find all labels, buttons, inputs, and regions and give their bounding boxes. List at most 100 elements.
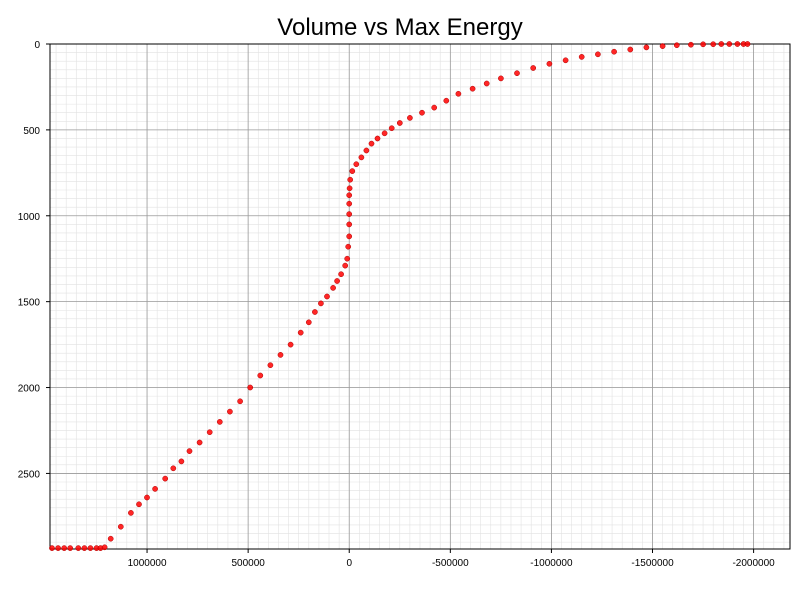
data-point bbox=[186, 448, 193, 454]
data-point bbox=[49, 545, 55, 551]
x-tick-label: 0 bbox=[346, 558, 352, 569]
data-point bbox=[152, 486, 158, 492]
data-point bbox=[237, 398, 243, 405]
x-tick-label: -500000 bbox=[432, 558, 469, 569]
data-point bbox=[388, 125, 395, 132]
data-point bbox=[267, 362, 274, 369]
data-point bbox=[67, 545, 74, 551]
data-point bbox=[346, 211, 353, 217]
data-point bbox=[216, 419, 223, 425]
y-tick-label: 2000 bbox=[18, 384, 41, 395]
data-point bbox=[107, 535, 114, 542]
data-point bbox=[247, 384, 254, 391]
data-point bbox=[483, 80, 490, 87]
data-point bbox=[61, 545, 68, 551]
data-point bbox=[659, 43, 666, 49]
data-point bbox=[374, 135, 381, 142]
data-point bbox=[297, 329, 304, 336]
data-point bbox=[346, 185, 353, 192]
data-point bbox=[305, 319, 312, 326]
data-point bbox=[346, 192, 353, 199]
data-point bbox=[718, 41, 725, 47]
data-point bbox=[345, 243, 352, 250]
x-axis-ticks: 1000000 500000 0 -500000 -1000000 -1500000 -20… bbox=[128, 549, 775, 569]
data-point bbox=[514, 70, 520, 77]
data-point bbox=[162, 475, 169, 482]
data-point bbox=[578, 54, 585, 60]
data-point bbox=[381, 130, 388, 137]
data-point bbox=[128, 510, 134, 516]
plot-area-frame bbox=[49, 43, 791, 550]
data-point bbox=[342, 262, 349, 269]
data-point bbox=[227, 408, 233, 415]
data-point bbox=[196, 439, 203, 446]
data-point bbox=[396, 120, 403, 126]
data-point bbox=[443, 97, 450, 104]
data-point bbox=[136, 501, 142, 508]
data-point bbox=[346, 221, 353, 228]
data-point bbox=[358, 154, 365, 161]
data-point bbox=[334, 278, 340, 284]
x-tick-label: -2000000 bbox=[732, 558, 775, 569]
data-point bbox=[431, 104, 438, 111]
x-tick-label: 1000000 bbox=[128, 558, 167, 569]
data-point bbox=[75, 545, 82, 551]
data-point bbox=[643, 44, 650, 51]
data-point bbox=[324, 293, 330, 300]
data-point bbox=[688, 41, 694, 48]
data-point bbox=[178, 458, 185, 465]
data-point bbox=[117, 523, 124, 530]
data-point bbox=[101, 544, 108, 551]
chart-title: Volume vs Max Energy bbox=[277, 14, 522, 41]
data-point bbox=[455, 90, 462, 97]
x-tick-label: -1000000 bbox=[530, 558, 573, 569]
data-point bbox=[144, 494, 150, 501]
data-point bbox=[330, 285, 336, 291]
data-point bbox=[349, 168, 356, 174]
data-point bbox=[257, 372, 264, 379]
data-point bbox=[546, 60, 553, 67]
data-point bbox=[726, 41, 733, 47]
data-point bbox=[627, 46, 634, 53]
data-point bbox=[673, 42, 680, 49]
data-point bbox=[287, 341, 294, 348]
data-point bbox=[346, 200, 353, 207]
data-point bbox=[734, 41, 741, 47]
y-tick-label: 500 bbox=[23, 126, 40, 137]
data-point bbox=[312, 309, 318, 315]
data-point bbox=[344, 255, 351, 262]
y-tick-label: 2500 bbox=[18, 469, 41, 480]
data-point bbox=[611, 48, 617, 55]
data-point bbox=[368, 140, 375, 147]
x-tick-label: -1500000 bbox=[631, 558, 674, 569]
data-point bbox=[346, 233, 353, 240]
data-point bbox=[318, 300, 324, 307]
data-point bbox=[710, 41, 717, 48]
data-point bbox=[700, 41, 706, 48]
data-point bbox=[530, 65, 537, 71]
data-point bbox=[338, 271, 344, 278]
data-point bbox=[407, 115, 413, 121]
data-points bbox=[49, 41, 751, 551]
y-tick-label: 1500 bbox=[18, 298, 41, 309]
y-tick-label: 0 bbox=[34, 40, 40, 51]
y-tick-label: 1000 bbox=[18, 212, 41, 223]
x-tick-label: 500000 bbox=[231, 558, 265, 569]
data-point bbox=[81, 545, 88, 551]
data-point bbox=[277, 352, 284, 358]
data-point bbox=[170, 465, 177, 472]
data-point bbox=[419, 109, 425, 116]
data-point bbox=[562, 57, 569, 64]
data-point bbox=[353, 161, 360, 168]
data-point bbox=[363, 147, 370, 154]
data-point bbox=[744, 41, 751, 47]
data-point bbox=[206, 429, 213, 436]
data-point bbox=[87, 545, 94, 551]
y-axis-ticks: 0 500 1000 1500 2000 2500 bbox=[18, 40, 50, 480]
data-point bbox=[347, 176, 354, 183]
data-point bbox=[498, 75, 504, 82]
data-point bbox=[595, 51, 601, 58]
data-point bbox=[55, 545, 61, 551]
data-point bbox=[469, 85, 476, 92]
